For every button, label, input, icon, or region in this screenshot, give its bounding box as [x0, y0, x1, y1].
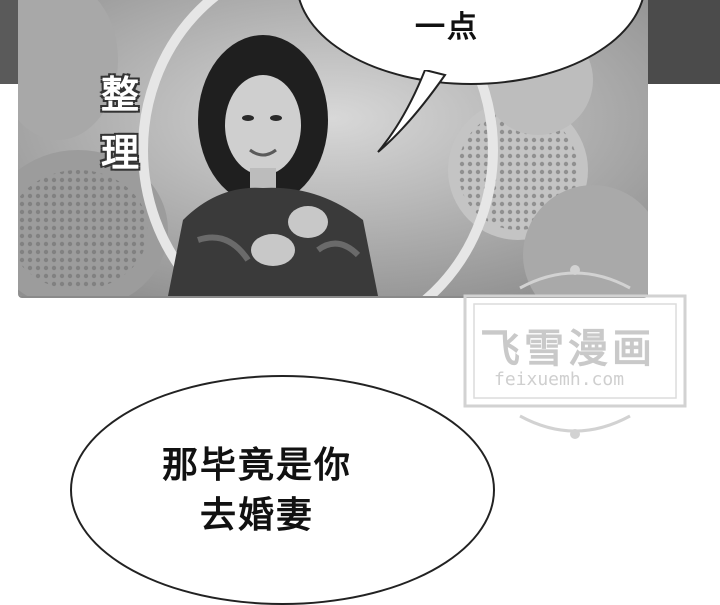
speech-bubble-tail: [377, 70, 447, 153]
background-foliage-right: [648, 0, 720, 84]
speech-text-bottom-line1: 那毕竟是你: [162, 445, 353, 486]
background-foliage-left: [0, 0, 18, 84]
credit-label: 整理: [100, 73, 139, 175]
watermark-frame: [463, 265, 687, 439]
watermark-title: 飞雪漫画: [480, 326, 656, 372]
watermark-url: feixuemh.com: [494, 369, 625, 390]
speech-text-top: 一点: [415, 10, 479, 45]
speech-text-bottom-line2: 去婚妻: [200, 495, 315, 536]
